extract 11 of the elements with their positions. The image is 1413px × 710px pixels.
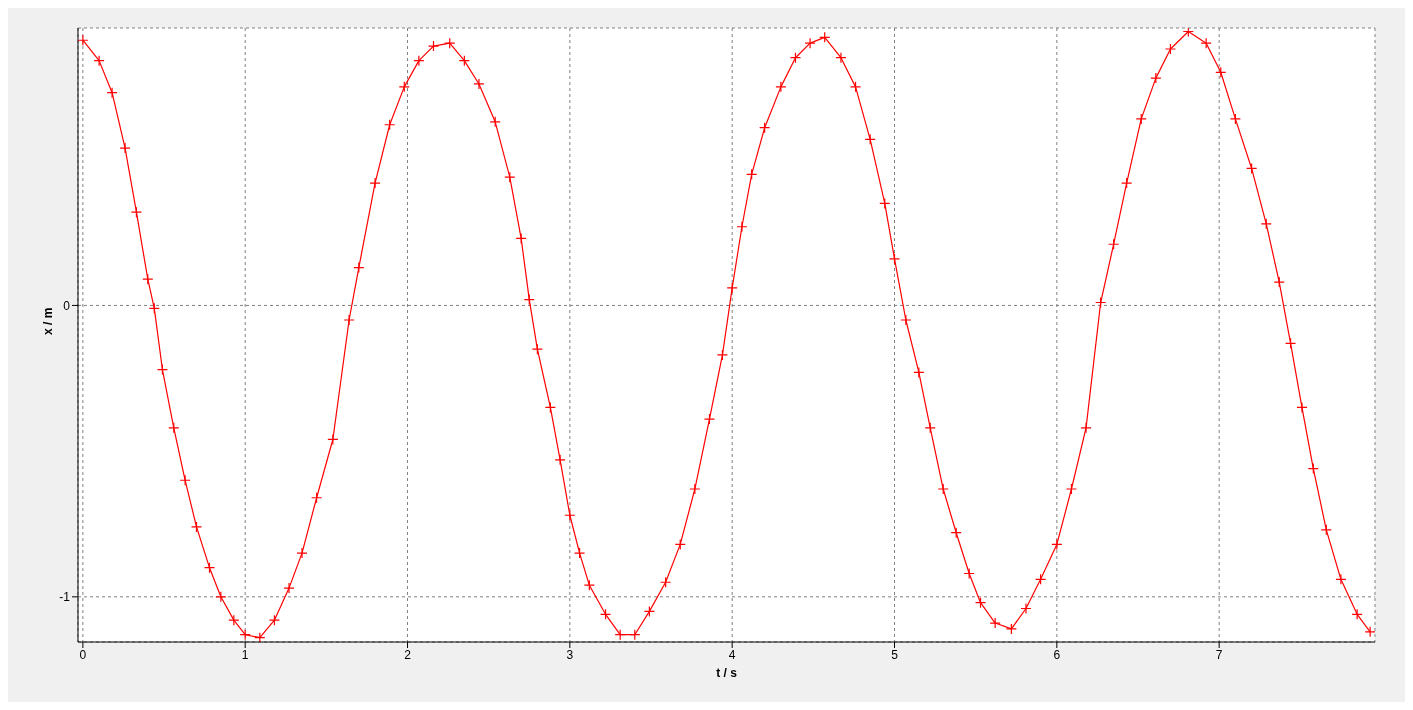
x-tick-label: 5 — [891, 647, 899, 662]
x-tick-label: 3 — [566, 647, 574, 662]
x-tick-label: 2 — [404, 647, 412, 662]
x-tick-label: 4 — [728, 647, 736, 662]
y-axis-title: x / m — [41, 307, 56, 335]
x-axis-title: t / s — [716, 666, 738, 680]
x-tick-label: 6 — [1053, 647, 1061, 662]
y-tick-label: -1 — [59, 590, 71, 605]
x-tick-label: 0 — [79, 647, 87, 662]
x-tick-label: 7 — [1215, 647, 1223, 662]
x-tick-label: 1 — [241, 647, 249, 662]
